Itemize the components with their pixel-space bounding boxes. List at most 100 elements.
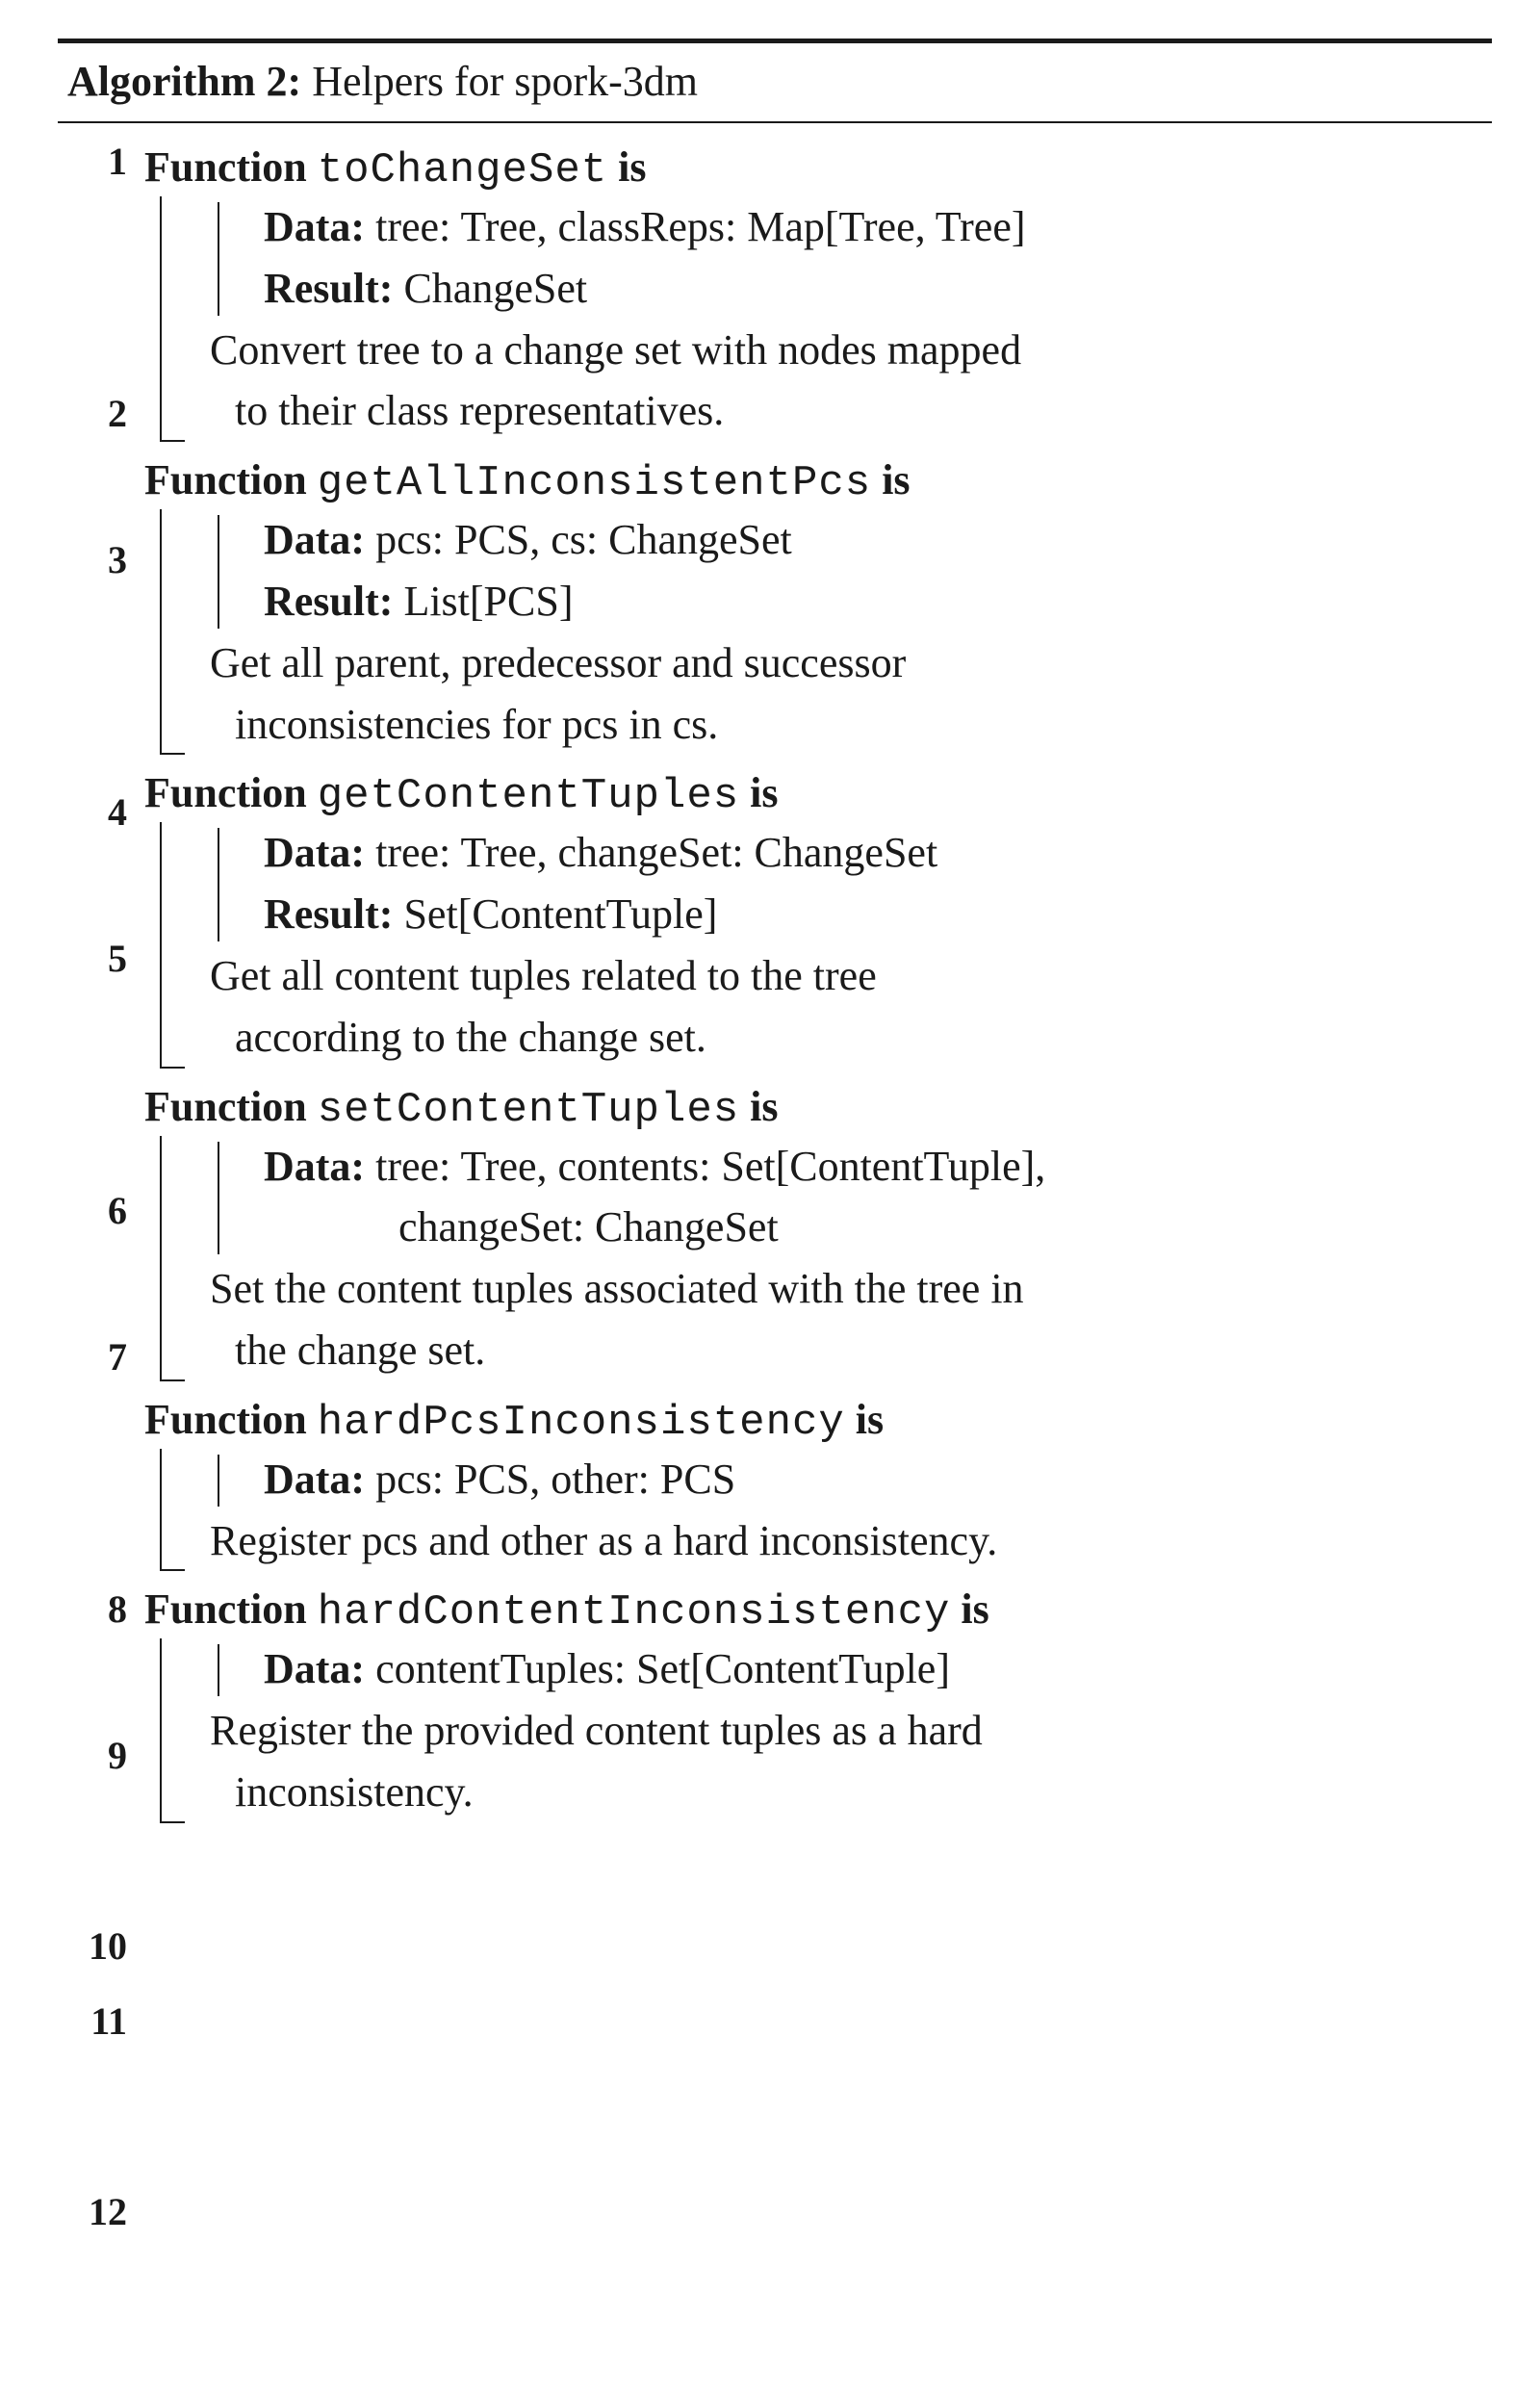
inner-block: Data: pcs: PCS, cs: ChangeSet Result: Lis… <box>210 509 1492 632</box>
inner-bar <box>218 1455 219 1507</box>
inner-block: Data: tree: Tree, changeSet: ChangeSet Re… <box>210 822 1492 945</box>
desc-line1: Register pcs and other as a hard inconsi… <box>210 1517 997 1564</box>
description: Register pcs and other as a hard inconsi… <box>210 1510 1492 1572</box>
keyword-result: Result: <box>264 890 393 938</box>
desc-line1: Register the provided content tuples as … <box>210 1707 983 1754</box>
line-number: 8 <box>58 1590 127 1660</box>
block-bar <box>160 1449 162 1572</box>
result-text: List[PCS] <box>403 578 573 625</box>
block-bar <box>160 822 162 1068</box>
function-block: Data: tree: Tree, classReps: Map[Tree, T… <box>148 196 1492 442</box>
desc-line2: to their class representatives. <box>210 380 1482 442</box>
keyword-function: Function <box>144 456 307 503</box>
line-number: 3 <box>58 541 127 610</box>
desc-line1: Get all content tuples related to the tr… <box>210 952 877 999</box>
data-line-cont: changeSet: ChangeSet <box>264 1197 1492 1258</box>
line-number-spacer <box>58 1806 127 1927</box>
function-block: Data: pcs: PCS, other: PCS Register pcs a… <box>148 1449 1492 1572</box>
data-text: tree: Tree, changeSet: ChangeSet <box>375 829 937 876</box>
function-header: Function hardPcsInconsistency is <box>144 1395 1492 1447</box>
description: Convert tree to a change set with nodes … <box>210 320 1492 443</box>
function-block: Data: tree: Tree, contents: Set[ContentT… <box>148 1136 1492 1381</box>
algorithm-name: Helpers for spork-3dm <box>312 58 698 105</box>
line-number: 1 <box>58 142 127 212</box>
line-number: 2 <box>58 395 127 464</box>
inner-bar <box>218 515 219 629</box>
keyword-is: is <box>750 1083 778 1130</box>
algorithm-title: Algorithm 2: Helpers for spork-3dm <box>58 53 1492 110</box>
block-bar <box>160 1136 162 1381</box>
keyword-function: Function <box>144 143 307 191</box>
line-number: 10 <box>58 1927 127 1985</box>
line-numbers-column: 123456789101112 <box>58 142 127 2339</box>
keyword-data: Data: <box>264 1645 365 1692</box>
data-text: tree: Tree, contents: Set[ContentTuple], <box>375 1143 1045 1190</box>
description: Get all content tuples related to the tr… <box>210 945 1492 1069</box>
description: Get all parent, predecessor and successo… <box>210 632 1492 756</box>
desc-line2: the change set. <box>210 1320 1482 1381</box>
function-name: setContentTuples <box>318 1086 739 1134</box>
data-line: Data: contentTuples: Set[ContentTuple] <box>264 1638 1492 1700</box>
line-number: 4 <box>58 793 127 863</box>
data-text: pcs: PCS, cs: ChangeSet <box>375 516 792 563</box>
desc-line1: Get all parent, predecessor and successo… <box>210 639 906 686</box>
rule-top <box>58 39 1492 43</box>
keyword-function: Function <box>144 1585 307 1633</box>
algorithm-body: 123456789101112 Function toChangeSet isD… <box>58 142 1492 2339</box>
desc-line1: Convert tree to a change set with nodes … <box>210 326 1021 374</box>
function-name: hardContentInconsistency <box>318 1588 951 1637</box>
function-header: Function getAllInconsistentPcs is <box>144 455 1492 507</box>
keyword-data: Data: <box>264 1143 365 1190</box>
desc-line2: inconsistencies for pcs in cs. <box>210 694 1482 756</box>
function-block: Data: tree: Tree, changeSet: ChangeSet Re… <box>148 822 1492 1068</box>
desc-line2: inconsistency. <box>210 1762 1482 1823</box>
line-number-spacer <box>58 212 127 395</box>
result-line: Result: ChangeSet <box>264 258 1492 320</box>
data-text: tree: Tree, classReps: Map[Tree, Tree] <box>375 203 1025 250</box>
rule-thin <box>58 121 1492 123</box>
line-number: 12 <box>58 2193 127 2262</box>
function-header: Function getContentTuples is <box>144 768 1492 820</box>
inner-block: Data: tree: Tree, contents: Set[ContentT… <box>210 1136 1492 1259</box>
keyword-data: Data: <box>264 829 365 876</box>
line-number-spacer <box>58 2072 127 2193</box>
data-text: contentTuples: Set[ContentTuple] <box>375 1645 950 1692</box>
inner-bar <box>218 1644 219 1696</box>
result-line: Result: Set[ContentTuple] <box>264 884 1492 945</box>
block-bar <box>160 196 162 442</box>
keyword-result: Result: <box>264 265 393 312</box>
line-number-spacer <box>58 1407 127 1590</box>
keyword-function: Function <box>144 769 307 816</box>
description: Set the content tuples associated with t… <box>210 1258 1492 1381</box>
keyword-data: Data: <box>264 203 365 250</box>
keyword-is: is <box>882 456 910 503</box>
line-number-trail <box>58 1261 127 1338</box>
line-number-trail <box>58 1660 127 1737</box>
content-column: Function toChangeSet is Data: tree: Tree,… <box>144 142 1492 2339</box>
function-name: toChangeSet <box>318 146 607 194</box>
inner-block: Data: contentTuples: Set[ContentTuple] <box>210 1638 1492 1700</box>
function-header: Function hardContentInconsistency is <box>144 1585 1492 1637</box>
keyword-function: Function <box>144 1396 307 1443</box>
keyword-is: is <box>750 769 778 816</box>
desc-line1: Set the content tuples associated with t… <box>210 1265 1024 1312</box>
desc-line2: according to the change set. <box>210 1007 1482 1069</box>
line-number-spacer <box>58 1009 127 1192</box>
line-number: 7 <box>58 1338 127 1407</box>
line-number: 9 <box>58 1737 127 1806</box>
keyword-data: Data: <box>264 516 365 563</box>
keyword-is: is <box>618 143 646 191</box>
keyword-result: Result: <box>264 578 393 625</box>
function-name: hardPcsInconsistency <box>318 1399 845 1447</box>
data-line: Data: pcs: PCS, other: PCS <box>264 1449 1492 1510</box>
line-number: 11 <box>58 2002 127 2072</box>
description: Register the provided content tuples as … <box>210 1700 1492 1823</box>
result-line: Result: List[PCS] <box>264 571 1492 632</box>
keyword-data: Data: <box>264 1456 365 1503</box>
function-header: Function setContentTuples is <box>144 1082 1492 1134</box>
function-block: Data: pcs: PCS, cs: ChangeSet Result: Lis… <box>148 509 1492 755</box>
keyword-is: is <box>856 1396 884 1443</box>
inner-block: Data: pcs: PCS, other: PCS <box>210 1449 1492 1510</box>
function-name: getContentTuples <box>318 772 739 820</box>
function-name: getAllInconsistentPcs <box>318 459 872 507</box>
